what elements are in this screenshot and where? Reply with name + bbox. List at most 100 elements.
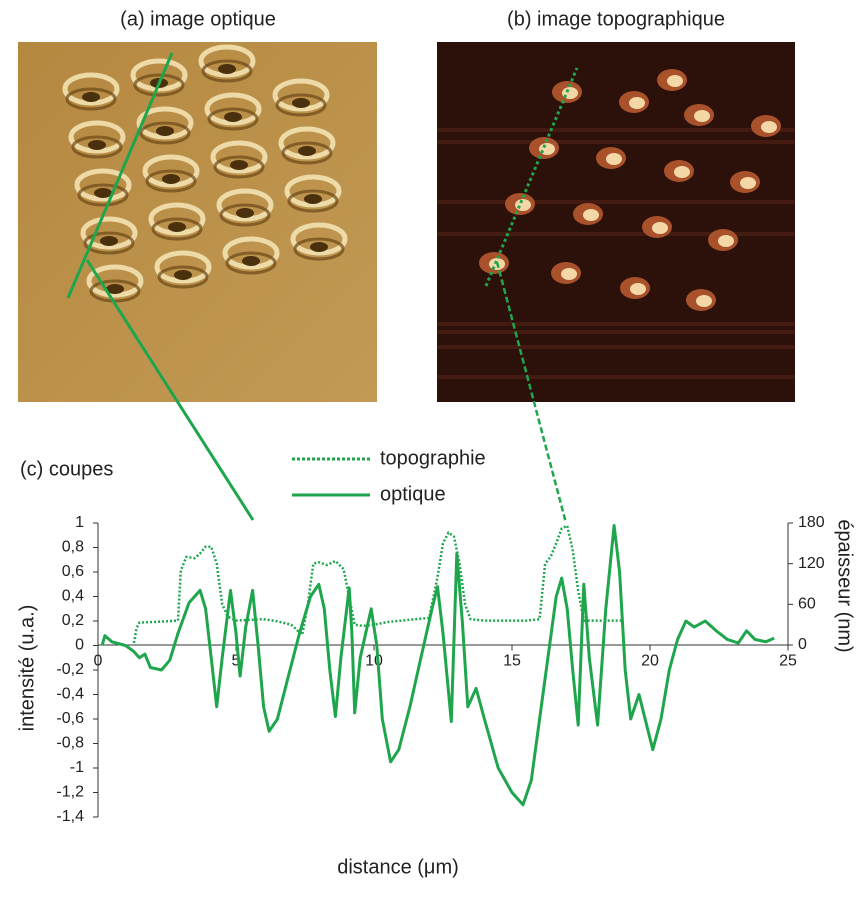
y-axis-label: intensité (u.a.) [16,605,38,732]
ring-shadow [145,169,197,193]
core [242,256,260,266]
ring [74,168,132,202]
core [304,194,322,204]
dot-highlight [696,295,712,307]
core [292,98,310,108]
ring [284,174,342,208]
dot-highlight [674,166,690,178]
x-tick-label: 15 [503,653,521,670]
ring [130,58,188,92]
dot-highlight [629,97,645,109]
ring [290,222,348,256]
ring-shadow [287,189,339,213]
x-axis-label: distance (μm) [337,856,459,878]
core [310,242,328,252]
ring-shadow [213,155,265,179]
dot-highlight [606,153,622,165]
topographic-stripes [437,128,795,379]
y-tick-label: -1 [70,759,84,776]
core [218,64,236,74]
ring-shadow [275,93,327,117]
y2-axis-label: épaisseur (nm) [834,519,856,652]
legend-label: topographie [380,447,486,469]
ring [216,188,274,222]
ring-shadow [139,121,191,145]
series-line [132,524,623,644]
ring [80,216,138,250]
dot-highlight [694,110,710,122]
dot-highlight [652,222,668,234]
y2-tick-label: 60 [798,596,816,613]
y-tick-label: 1 [75,514,84,531]
y-tick-label: 0 [75,637,84,654]
x-tick-label: 25 [779,653,797,670]
legend-label: optique [380,483,446,505]
ring [142,154,200,188]
x-tick-label: 5 [232,653,241,670]
ring [222,236,280,270]
ring-shadow [219,203,271,227]
stripe [437,330,795,334]
x-tick-label: 0 [94,653,103,670]
x-tick-label: 10 [365,653,383,670]
y-tick-label: 0,6 [62,563,84,580]
core [82,92,100,102]
ring [148,202,206,236]
dot-highlight [539,143,555,155]
ring [62,72,120,106]
panel-title: (b) image topographique [507,8,725,30]
ring [204,92,262,126]
core [100,236,118,246]
ring-shadow [201,59,253,83]
y2-tick-label: 120 [798,555,825,572]
y-tick-label: 0,8 [62,539,84,556]
stripe [437,140,795,144]
ring [136,106,194,140]
optical-features [62,44,348,303]
ring [68,120,126,154]
stripe [437,128,795,132]
stripe [437,375,795,379]
stripe [437,232,795,236]
y-tick-label: -0,2 [56,661,84,678]
y-tick-label: -0,4 [56,686,84,703]
core [106,284,124,294]
series-line [100,524,775,807]
core [298,146,316,156]
ring-shadow [225,251,277,275]
dot-highlight [630,283,646,295]
dot-highlight [667,75,683,87]
x-tick-label: 20 [641,653,659,670]
ring-shadow [133,73,185,97]
core [156,126,174,136]
stripe [437,200,795,204]
ring [272,78,330,112]
y-tick-label: -1,4 [56,808,84,825]
core [162,174,180,184]
panel-title: (a) image optique [120,8,276,30]
core [94,188,112,198]
dot-highlight [561,268,577,280]
ring-shadow [151,217,203,241]
y-tick-label: -0,6 [56,710,84,727]
dot-highlight [718,235,734,247]
section-line [66,52,174,299]
core [224,112,242,122]
y-tick-label: -1,2 [56,784,84,801]
y-tick-label: 0,2 [62,612,84,629]
core [168,222,186,232]
ring [154,250,212,284]
stripe [437,322,795,326]
ring-shadow [77,183,129,207]
ring [198,44,256,78]
core [236,208,254,218]
chart-title: (c) coupes [20,458,113,480]
dot-highlight [761,121,777,133]
ring-shadow [71,135,123,159]
ring-shadow [65,87,117,111]
ring-shadow [157,265,209,289]
topographic-features [479,69,781,311]
ring-shadow [207,107,259,131]
ring-shadow [293,237,345,261]
